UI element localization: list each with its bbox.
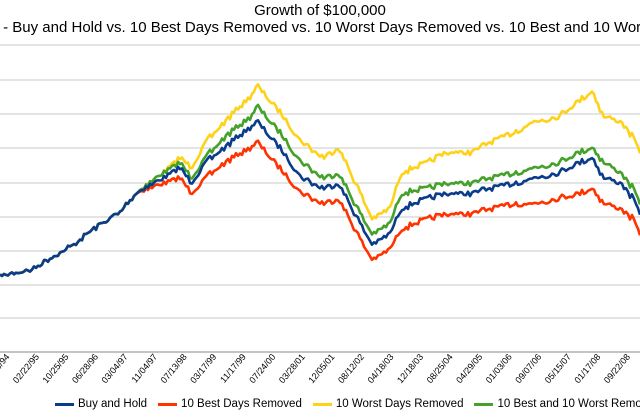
legend-item: 10 Best Days Removed	[158, 398, 302, 410]
x-tick-label: 04/29/05	[454, 352, 484, 385]
x-tick-label: 02/22/95	[11, 352, 41, 385]
legend-swatch	[55, 402, 74, 406]
x-tick-label: 04/18/03	[365, 352, 395, 385]
legend-swatch	[158, 402, 178, 406]
chart-title: Growth of $100,000	[254, 2, 386, 19]
x-tick-label: 03/17/99	[188, 352, 218, 385]
series-line-3	[0, 103, 640, 278]
x-tick-label: 11/17/99	[218, 352, 248, 385]
x-tick-label: 01/03/06	[484, 352, 514, 385]
legend-item: 10 Worst Days Removed	[312, 398, 464, 410]
x-tick-label: 06/20/94	[0, 352, 12, 385]
x-tick-label: 11/04/97	[130, 352, 160, 385]
chart-subtitle: - Buy and Hold vs. 10 Best Days Removed …	[3, 19, 640, 36]
legend-item: 10 Best and 10 Worst Removed	[474, 398, 640, 410]
x-tick-label: 08/12/02	[336, 352, 366, 385]
legend-label: 10 Best and 10 Worst Removed	[497, 398, 640, 410]
x-tick-label: 07/24/00	[247, 352, 277, 385]
legend-item: Buy and Hold	[55, 398, 147, 410]
legend-label: Buy and Hold	[78, 398, 148, 410]
x-tick-label: 06/28/96	[70, 352, 100, 385]
x-tick-label: 09/07/06	[513, 352, 543, 385]
x-tick-label: 08/25/04	[425, 352, 455, 385]
series-line-2	[0, 83, 640, 278]
x-tick-label: 09/22/08	[602, 352, 632, 385]
x-tick-label: 01/17/08	[572, 352, 602, 385]
x-tick-labels: 06/20/94 02/22/95 10/25/95 06/28/96 03/04/97…	[0, 352, 632, 385]
series-line-1	[0, 139, 640, 278]
series-lines	[0, 83, 640, 278]
x-tick-label: 03/04/97	[100, 352, 130, 385]
legend-swatch	[312, 402, 332, 406]
gridlines	[0, 44, 640, 353]
chart-legend: Buy and Hold 10 Best Days Removed 10 Worst…	[55, 398, 640, 410]
x-tick-label: 12/18/03	[395, 352, 425, 385]
x-tick-label: 07/13/98	[159, 352, 189, 385]
x-tick-label: 03/28/01	[277, 352, 307, 385]
x-tick-label: 12/05/01	[306, 352, 336, 385]
series-line-0	[0, 119, 640, 278]
x-tick-label: 10/25/95	[40, 352, 70, 385]
legend-label: 10 Worst Days Removed	[335, 398, 464, 410]
x-tick-label: 05/15/07	[543, 352, 573, 385]
legend-label: 10 Best Days Removed	[181, 398, 302, 410]
legend-swatch	[474, 402, 494, 406]
